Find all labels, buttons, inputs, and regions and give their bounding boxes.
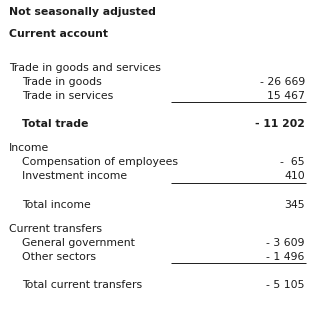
Text: Total trade: Total trade — [22, 119, 88, 129]
Text: 345: 345 — [284, 200, 305, 210]
Text: Trade in goods: Trade in goods — [22, 77, 101, 87]
Text: Current account: Current account — [9, 29, 108, 39]
Text: Trade in services: Trade in services — [22, 91, 113, 101]
Text: 410: 410 — [284, 171, 305, 181]
Text: - 5 105: - 5 105 — [266, 280, 305, 290]
Text: - 11 202: - 11 202 — [255, 119, 305, 129]
Text: Other sectors: Other sectors — [22, 252, 96, 262]
Text: - 1 496: - 1 496 — [267, 252, 305, 262]
Text: Current transfers: Current transfers — [9, 224, 102, 234]
Text: 15 467: 15 467 — [267, 91, 305, 101]
Text: Income: Income — [9, 143, 49, 153]
Text: Trade in goods and services: Trade in goods and services — [9, 63, 161, 73]
Text: - 26 669: - 26 669 — [260, 77, 305, 87]
Text: - 3 609: - 3 609 — [266, 238, 305, 248]
Text: Not seasonally adjusted: Not seasonally adjusted — [9, 7, 156, 17]
Text: Total income: Total income — [22, 200, 91, 210]
Text: Total current transfers: Total current transfers — [22, 280, 142, 290]
Text: Compensation of employees: Compensation of employees — [22, 157, 178, 167]
Text: Investment income: Investment income — [22, 171, 127, 181]
Text: -  65: - 65 — [280, 157, 305, 167]
Text: General government: General government — [22, 238, 135, 248]
